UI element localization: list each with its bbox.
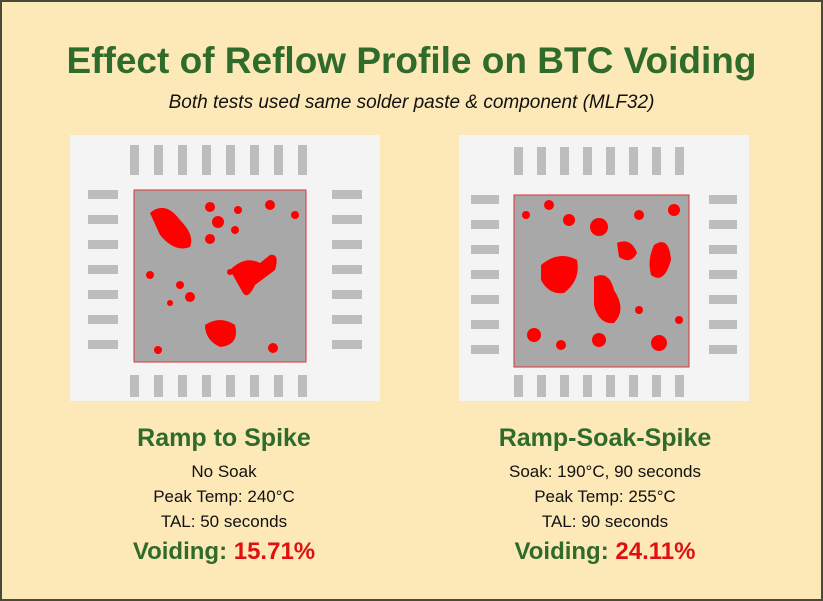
panel-heading: Ramp to Spike (137, 424, 311, 452)
voiding-label: Voiding: (132, 538, 228, 565)
panel-line: Peak Temp: 255°C (534, 487, 676, 506)
voiding: Voiding: 24.11% (445, 538, 765, 566)
panel-line: Peak Temp: 240°C (153, 487, 295, 506)
panel-line: TAL: 90 seconds (541, 512, 669, 531)
title: Effect of Reflow Profile on BTC Voiding (66, 40, 757, 81)
panel-line: No Soak (191, 462, 257, 481)
panel-line: Soak: 190°C, 90 seconds (508, 462, 702, 481)
xray-image (459, 135, 749, 401)
profile-panel: Ramp to Spike No Soak Peak Temp: 240°C T… (64, 424, 384, 566)
voiding: Voiding: 15.71% (64, 538, 384, 566)
profile-panel: Ramp-Soak-Spike Soak: 190°C, 90 seconds … (445, 424, 765, 566)
voiding-value: 15.71% (233, 538, 316, 565)
xray-image (70, 135, 380, 401)
voiding-label: Voiding: (514, 538, 609, 565)
panel-heading: Ramp-Soak-Spike (498, 424, 712, 452)
subtitle: Both tests used same solder paste & comp… (168, 92, 655, 113)
panel-line: TAL: 50 seconds (160, 512, 288, 531)
voiding-value: 24.11% (615, 538, 696, 565)
